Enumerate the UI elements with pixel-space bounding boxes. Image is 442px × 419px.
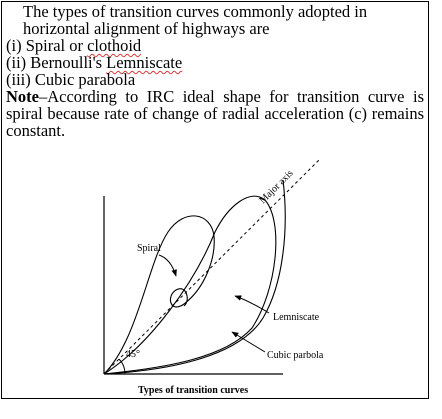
document-text: The types of transition curves commonly … <box>6 3 424 139</box>
list-item-spiral-prefix: (i) Spiral or <box>6 36 88 55</box>
spiral-leader-arrow <box>158 254 177 277</box>
cubic-leader-arrow <box>231 331 266 353</box>
lemniscate-leader-arrow <box>234 295 270 314</box>
spiral-curve <box>103 215 215 375</box>
spelling-flag-clothoid: clothoid <box>87 36 142 55</box>
cubic-parabola-label: Cubic parbola <box>267 350 324 361</box>
list-item-lemniscate: (ii) Bernoulli's Lemniscate <box>6 54 424 71</box>
diagram-caption: Types of transition curves <box>138 385 248 396</box>
document-frame <box>1 1 429 399</box>
intro-paragraph: The types of transition curves commonly … <box>23 2 368 38</box>
major-axis-label: Major axis <box>257 168 295 206</box>
spiral-label: Spiral <box>137 243 161 254</box>
major-axis-line <box>103 159 320 375</box>
list-item-lemniscate-prefix: (ii) Bernoulli's <box>6 53 107 72</box>
angle-label: 45° <box>126 349 140 360</box>
list-item-cubic-parabola: (iii) Cubic parabola <box>6 71 424 88</box>
cubic-parabola-curve <box>103 179 286 375</box>
lemniscate-label: Lemniscate <box>273 312 320 323</box>
list-item-cubic-prefix: (iii) Cubic parabola <box>6 70 136 89</box>
note-paragraph: Note–According to IRC ideal shape for tr… <box>6 88 424 139</box>
spelling-flag-lemniscate: Lemniscate <box>106 53 183 72</box>
note-text: –According to IRC ideal shape for transi… <box>6 87 424 140</box>
angle-arc <box>118 358 126 375</box>
note-label: Note <box>6 87 39 106</box>
list-item-spiral: (i) Spiral or clothoid <box>6 37 424 54</box>
lemniscate-curve <box>103 195 277 375</box>
